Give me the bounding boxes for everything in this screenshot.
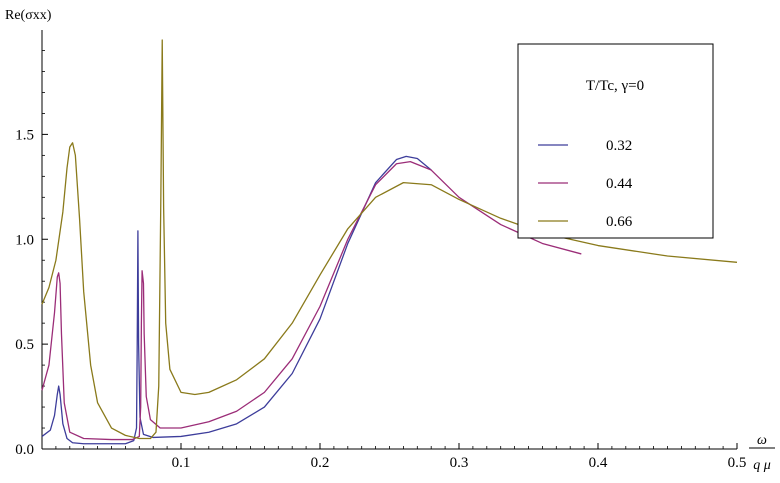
x-tick-label-3: 0.3 [450,455,469,471]
legend-box [517,43,714,239]
plot-lines [41,39,738,445]
x-tick-label-4: 0.4 [589,455,608,471]
x-axis-label: ω q μ [749,433,775,473]
x-tick-label-5: 0.5 [728,455,747,471]
x-axis-label-denominator: q μ [753,458,771,473]
x-tick-label-1: 0.1 [172,455,191,471]
x-axis-label-numerator: ω [757,433,767,448]
series-line-0-44 [41,161,582,441]
legend-label-3: 0.66 [606,214,633,230]
legend-label-2: 0.44 [606,176,633,192]
series-line-0-66 [41,39,738,440]
y-tick-label-4: 1.5 [15,127,34,143]
y-axis-label: Re(σxx) [5,8,52,23]
legend-label-1: 0.32 [606,138,632,154]
y-tick-label-1: 0.0 [15,442,34,458]
legend-title: T/Tc, γ=0 [586,78,644,94]
y-tick-label-3: 1.0 [15,232,34,248]
series-line-0-32 [41,155,432,445]
legend-items: 0.32 0.44 0.66 [538,138,633,230]
legend: T/Tc, γ=0 0.32 0.44 0.66 [517,43,714,239]
y-tick-label-2: 0.5 [15,337,34,353]
x-tick-label-2: 0.2 [311,455,330,471]
ticks: 0.1 0.2 0.3 0.4 0.5 0.0 0.5 1.0 1.5 [15,50,746,471]
